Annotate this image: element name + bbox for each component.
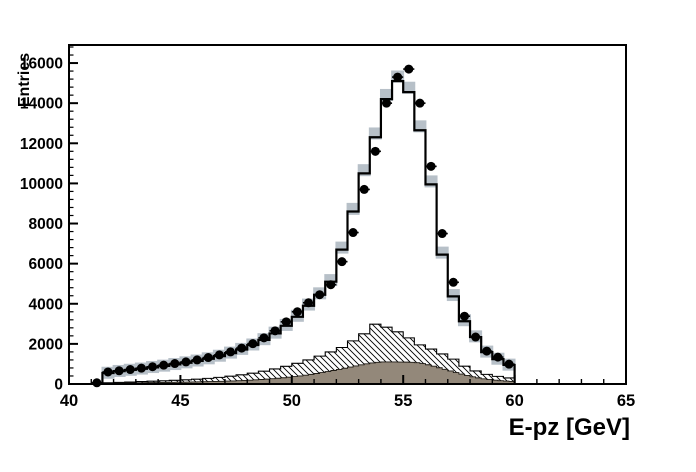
data-point-marker [459, 311, 469, 321]
data-point-marker [170, 359, 180, 369]
data-point-marker [471, 332, 481, 342]
mc-total-histogram [101, 80, 516, 384]
y-tick-label: 16000 [20, 56, 63, 73]
data-point-marker [125, 365, 135, 375]
x-tick-label: 60 [505, 392, 523, 410]
y-axis-title: Entries [16, 52, 33, 108]
data-point-marker [393, 72, 403, 82]
data-point-marker [270, 326, 280, 336]
y-tick-label: 14000 [20, 96, 63, 113]
data-point-marker [159, 360, 169, 370]
data-point-marker [337, 257, 347, 267]
x-tick-label: 50 [283, 392, 301, 410]
data-point-marker [203, 353, 213, 363]
data-point-marker [248, 339, 258, 349]
data-point-marker [504, 359, 514, 369]
data-point-marker [348, 228, 358, 238]
data-point-marker [136, 363, 146, 373]
plot-frame [68, 44, 627, 385]
data-point-marker [426, 161, 436, 171]
data-point-marker [114, 366, 124, 376]
x-tick-label: 55 [394, 392, 412, 410]
data-point-marker [370, 146, 380, 156]
data-point-marker [326, 280, 336, 290]
data-points [91, 64, 515, 388]
systematic-band [101, 70, 516, 379]
data-point-marker [359, 184, 369, 194]
data-point-marker [181, 357, 191, 367]
x-tick-label: 40 [60, 392, 78, 410]
data-point-marker [214, 350, 224, 360]
data-point-marker [415, 98, 425, 108]
y-tick-label: 10000 [20, 176, 63, 193]
y-tick-label: 4000 [29, 296, 63, 313]
data-point-marker [315, 290, 325, 300]
data-point-marker [92, 378, 102, 388]
data-point-marker [237, 343, 247, 353]
y-tick-label: 8000 [29, 216, 63, 233]
x-tick-label: 65 [617, 392, 635, 410]
y-tick-label: 2000 [29, 336, 63, 353]
data-point-marker [404, 64, 414, 74]
data-point-marker [437, 229, 447, 239]
data-point-marker [304, 298, 314, 308]
data-point-marker [493, 352, 503, 362]
data-point-marker [148, 362, 158, 372]
data-point-marker [281, 317, 291, 327]
y-tick-label: 6000 [29, 256, 63, 273]
x-tick-label: 45 [171, 392, 189, 410]
data-point-marker [292, 307, 302, 317]
data-point-marker [226, 347, 236, 357]
data-point-marker [482, 346, 492, 356]
axes-ticks: 40 45 50 55 60 65 0 2000 4000 6000 8000 10000 12000 1… [20, 46, 635, 410]
data-point-marker [381, 98, 391, 108]
data-point-marker [259, 333, 269, 343]
data-point-marker [448, 277, 458, 287]
y-tick-label: 0 [54, 377, 63, 394]
data-point-marker [103, 367, 113, 377]
data-point-marker [192, 355, 202, 365]
y-tick-label: 12000 [20, 136, 63, 153]
x-axis-title: E-pz [GeV] [508, 414, 630, 441]
